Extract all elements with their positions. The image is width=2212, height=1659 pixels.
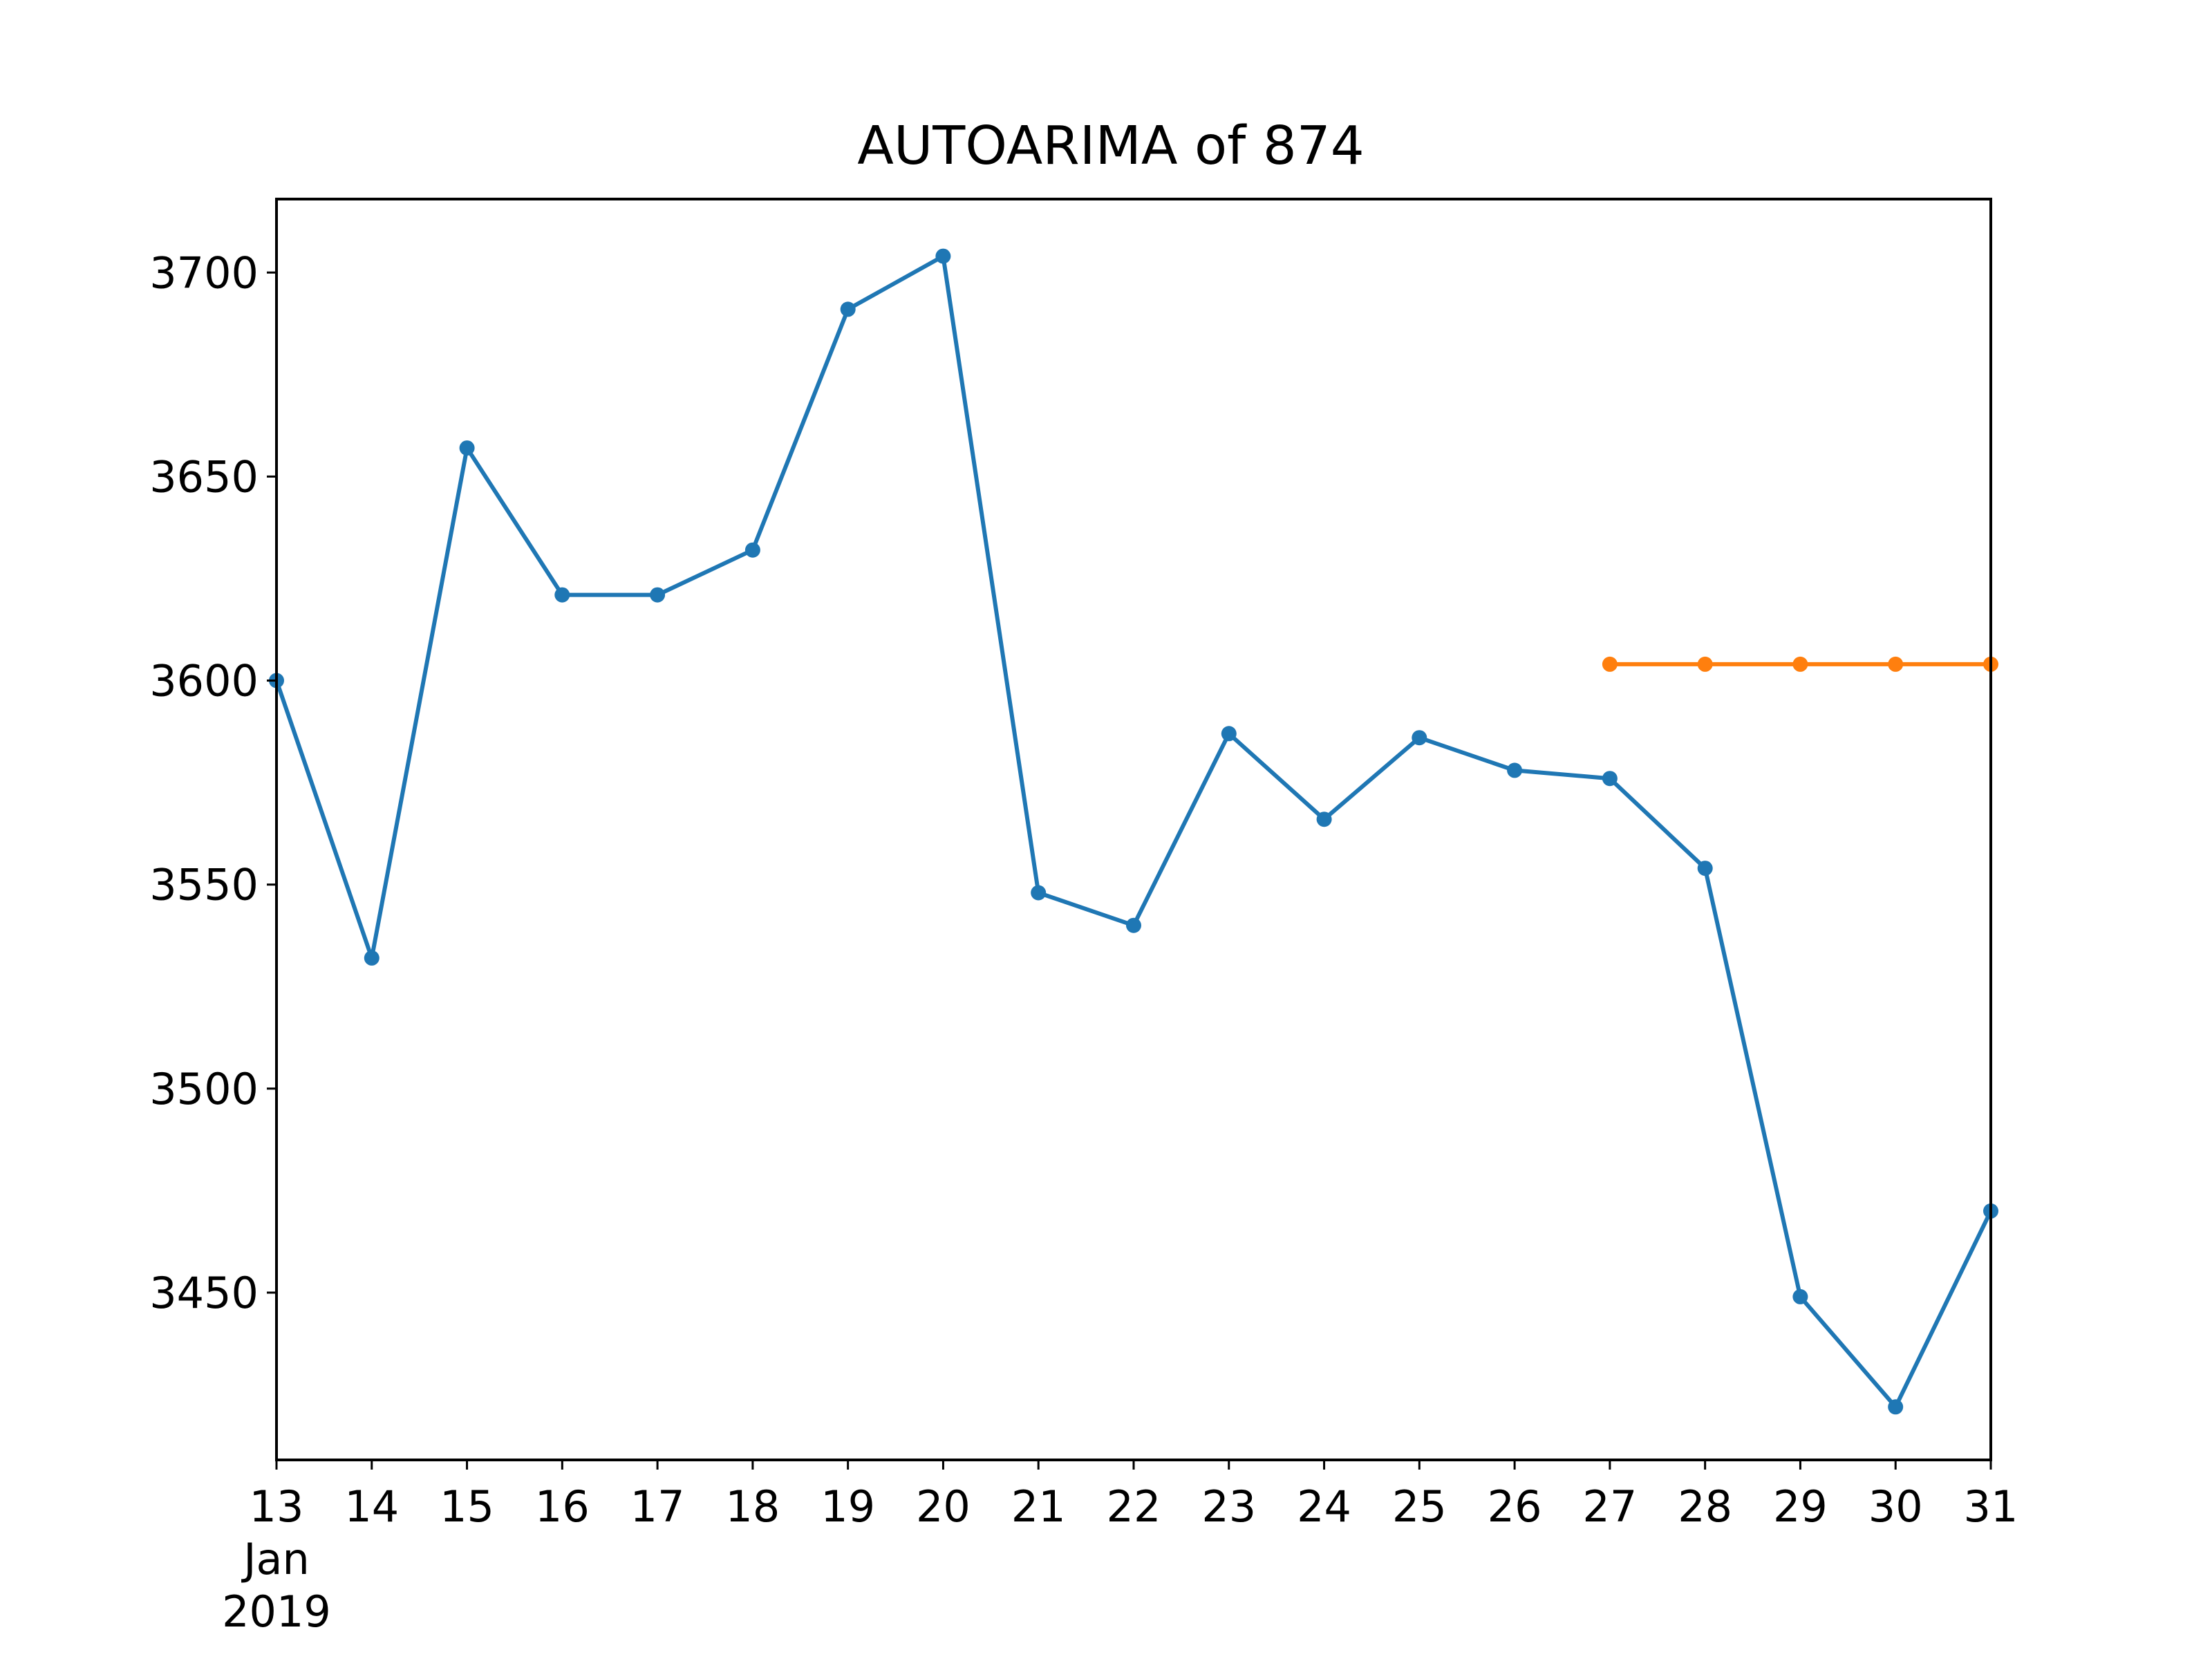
- x-tick-label: 25: [1392, 1481, 1447, 1532]
- series-1-point: [1697, 656, 1713, 672]
- x-tick-label: 28: [1678, 1481, 1732, 1532]
- series-0-point: [1412, 730, 1427, 746]
- x-tick-label: 13: [250, 1481, 304, 1532]
- series-0-point: [1697, 861, 1713, 877]
- y-tick-label: 3500: [149, 1064, 259, 1114]
- x-tick-label: 24: [1297, 1481, 1351, 1532]
- x-tick-label: 20: [916, 1481, 971, 1532]
- series-0-point: [1792, 1288, 1808, 1304]
- x-tick-label: 17: [630, 1481, 685, 1532]
- series-0-point: [554, 587, 570, 603]
- x-tick-label: 29: [1773, 1481, 1828, 1532]
- chart-title: AUTOARIMA of 874: [857, 115, 1364, 177]
- series-0-point: [1031, 885, 1047, 901]
- x-tick-label: 23: [1201, 1481, 1256, 1532]
- y-tick-label: 3450: [149, 1268, 259, 1318]
- series-0-point: [1316, 812, 1332, 827]
- series-1-point: [1888, 656, 1904, 672]
- x-tick-label: 16: [535, 1481, 590, 1532]
- x-tick-label: 21: [1011, 1481, 1066, 1532]
- y-tick-label: 3550: [149, 860, 259, 910]
- series-0-point: [1888, 1399, 1904, 1415]
- x-tick-label: 15: [440, 1481, 494, 1532]
- y-tick-label: 3600: [149, 656, 259, 706]
- series-0-point: [459, 440, 475, 456]
- series-0-point: [1507, 762, 1523, 778]
- series-1-point: [1602, 656, 1618, 672]
- series-0-point: [1221, 726, 1237, 742]
- series-0-point: [935, 248, 951, 264]
- series-1-point: [1792, 656, 1808, 672]
- series-0-point: [364, 950, 379, 966]
- x-tick-label: 26: [1488, 1481, 1542, 1532]
- series-0-point: [650, 587, 666, 603]
- x-tick-label: 18: [725, 1481, 780, 1532]
- x-tick-label: 30: [1868, 1481, 1923, 1532]
- x-tick-label: 19: [821, 1481, 875, 1532]
- x-tick-sublabel: 2019: [222, 1586, 331, 1637]
- series-0-point: [1602, 771, 1618, 787]
- y-tick-label: 3700: [149, 247, 259, 298]
- x-tick-label: 31: [1964, 1481, 2018, 1532]
- x-tick-sublabel: Jan: [241, 1534, 310, 1584]
- x-tick-label: 14: [344, 1481, 399, 1532]
- y-tick-label: 3650: [149, 451, 259, 502]
- x-tick-label: 22: [1107, 1481, 1161, 1532]
- series-0-point: [1126, 917, 1141, 933]
- series-0-point: [744, 542, 760, 558]
- series-0-point: [840, 301, 856, 317]
- x-tick-label: 27: [1582, 1481, 1637, 1532]
